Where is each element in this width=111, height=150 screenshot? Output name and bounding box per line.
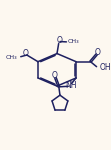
Text: OH: OH [99, 63, 111, 72]
Text: O: O [23, 49, 28, 58]
Text: NH: NH [65, 81, 76, 90]
Text: O: O [95, 48, 101, 57]
Text: CH₃: CH₃ [68, 39, 79, 44]
Text: O: O [56, 36, 62, 45]
Text: CH₃: CH₃ [6, 55, 17, 60]
Text: O: O [52, 71, 57, 80]
